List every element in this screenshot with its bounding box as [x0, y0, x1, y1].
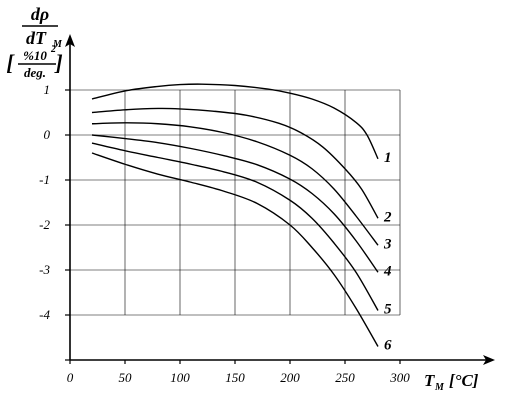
x-tick-label: 200 — [280, 370, 300, 385]
y-tick-label: -2 — [39, 217, 50, 232]
y-tick-label: 1 — [44, 82, 51, 97]
series-label-4: 4 — [383, 263, 392, 279]
series-curve-6 — [91, 152, 379, 347]
series-curve-5 — [91, 142, 379, 311]
y-unit-right-bracket: ] — [53, 50, 62, 75]
y-tick-label: 0 — [44, 127, 51, 142]
y-tick-label: -4 — [39, 307, 50, 322]
axes — [65, 34, 495, 365]
y-label-denominator-sub: M — [52, 39, 63, 50]
x-tick-label: 50 — [119, 370, 133, 385]
x-tick-label: 100 — [170, 370, 190, 385]
y-unit-left-bracket: [ — [6, 50, 15, 75]
series-curves — [91, 83, 379, 347]
series-label-5: 5 — [384, 302, 392, 318]
x-label-main: T — [424, 371, 435, 390]
y-tick-labels: 1 0 -1 -2 -3 -4 — [39, 82, 50, 322]
x-axis-arrow — [483, 355, 495, 365]
series-curve-4 — [91, 134, 379, 273]
y-unit-superscript: 2 — [50, 44, 56, 55]
series-label-6: 6 — [384, 338, 392, 354]
y-axis-arrow — [65, 34, 75, 47]
series-label-3: 3 — [383, 236, 392, 252]
series-curve-3 — [91, 122, 379, 246]
x-tick-label: 0 — [67, 370, 74, 385]
y-tick-label: -1 — [39, 172, 50, 187]
y-unit-denominator: deg. — [24, 65, 46, 80]
series-curve-1 — [91, 83, 379, 160]
series-labels: 1 2 3 4 5 6 — [383, 150, 392, 354]
x-axis-label: T M [°C] — [424, 371, 479, 393]
grid — [70, 89, 401, 316]
x-tick-label: 300 — [389, 370, 410, 385]
y-tick-label: -3 — [39, 262, 50, 277]
series-label-1: 1 — [384, 150, 392, 166]
x-label-unit: [°C] — [449, 371, 479, 390]
y-label-numerator: dρ — [31, 4, 49, 24]
y-axis-label: dρ dT M [ %10 2 deg. ] — [6, 4, 63, 80]
y-label-denominator: dT — [26, 28, 47, 48]
series-curve-2 — [91, 107, 379, 219]
x-label-sub: M — [434, 382, 445, 393]
x-tick-label: 150 — [225, 370, 245, 385]
y-unit-numerator: %10 — [23, 48, 47, 63]
x-tick-labels: 0 50 100 150 200 250 300 — [67, 370, 411, 385]
series-label-2: 2 — [383, 209, 392, 225]
x-tick-label: 250 — [335, 370, 355, 385]
